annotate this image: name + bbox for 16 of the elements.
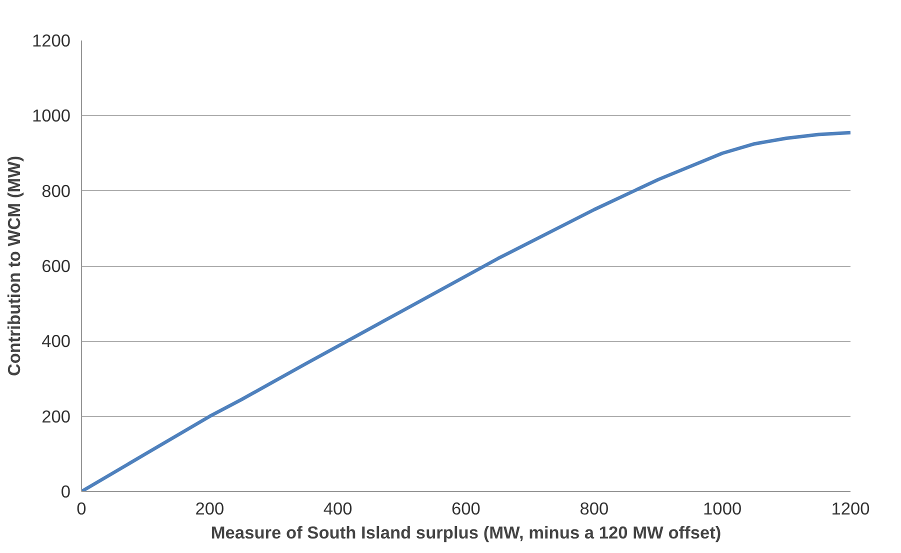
x-tick-label: 800: [580, 498, 609, 518]
y-tick-label: 600: [42, 256, 71, 276]
x-tick-label: 600: [452, 498, 480, 518]
y-axis-title: Contribution to WCM (MW): [4, 156, 24, 376]
x-tick-label: 400: [323, 498, 352, 518]
x-tick-label: 1200: [831, 498, 870, 518]
y-tick-label: 0: [60, 482, 71, 502]
y-tick-label: 1000: [32, 106, 71, 126]
y-tick-label: 400: [42, 331, 71, 352]
y-tick-label: 800: [42, 180, 71, 201]
x-tick-label: 200: [195, 498, 224, 518]
y-tick-label: 1200: [32, 30, 71, 50]
x-axis-title: Measure of South Island surplus (MW, minus a 120 MW offset): [210, 522, 722, 542]
x-tick-label: 1000: [703, 498, 742, 518]
x-tick-label: 0: [76, 498, 86, 518]
y-tick-label: 200: [42, 406, 71, 426]
